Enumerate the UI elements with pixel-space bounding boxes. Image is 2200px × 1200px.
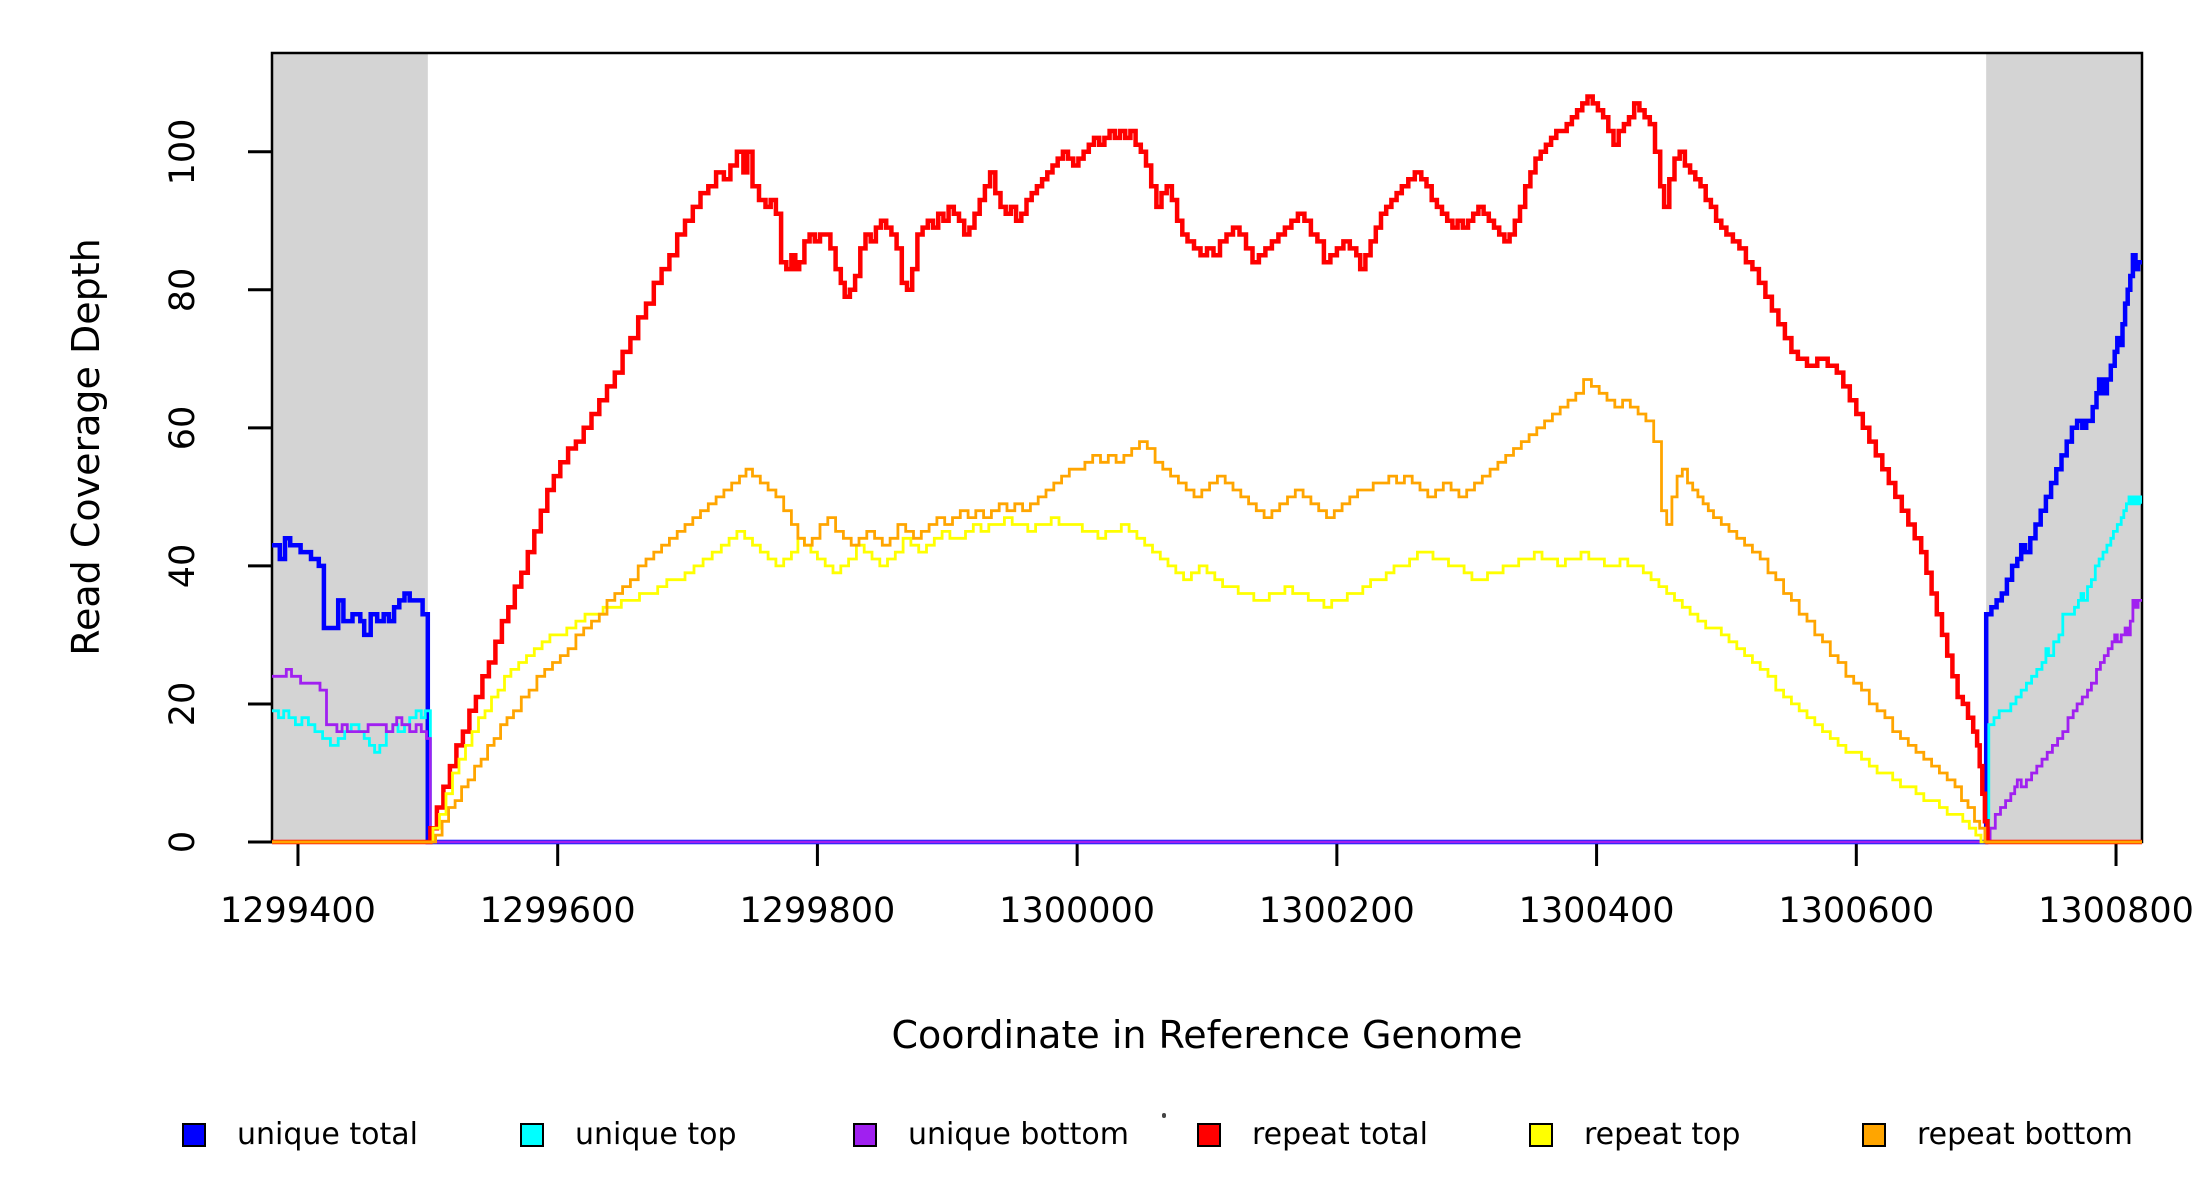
x-tick-label: 1300200 bbox=[1258, 891, 1415, 931]
legend-label: unique bottom bbox=[908, 1117, 1129, 1152]
series-line-unique-bottom bbox=[272, 599, 2142, 844]
legend-swatch-repeat-total bbox=[1197, 1123, 1221, 1147]
x-tick-label: 1299800 bbox=[739, 891, 896, 931]
series-line-repeat-bottom bbox=[272, 378, 2142, 844]
x-tick-label: 1300400 bbox=[1518, 891, 1675, 931]
series-line-unique-total bbox=[272, 253, 2142, 845]
series-line-repeat-top bbox=[272, 516, 2142, 844]
x-tick-label: 1299600 bbox=[479, 891, 636, 931]
legend-swatch-unique-total bbox=[182, 1123, 206, 1147]
shaded-regions bbox=[272, 53, 2142, 842]
shaded-region-right bbox=[1986, 53, 2142, 842]
legend-label: repeat total bbox=[1252, 1117, 1428, 1152]
shaded-region-left bbox=[272, 53, 428, 842]
series-line-repeat-total bbox=[272, 94, 2142, 845]
legend-label: repeat top bbox=[1584, 1117, 1741, 1152]
x-tick-label: 1299400 bbox=[220, 891, 376, 931]
legend-label: unique top bbox=[575, 1117, 737, 1152]
series-line-unique-top bbox=[272, 495, 2142, 844]
y-tick-label: 100 bbox=[163, 118, 203, 186]
y-axis-title: Read Coverage Depth bbox=[64, 238, 108, 656]
x-axis-title: Coordinate in Reference Genome bbox=[891, 1013, 1523, 1057]
legend-swatch-unique-bottom bbox=[853, 1123, 877, 1147]
legend-swatch-repeat-top bbox=[1529, 1123, 1553, 1147]
legend-label: unique total bbox=[237, 1117, 419, 1152]
legend-swatch-repeat-bottom bbox=[1862, 1123, 1886, 1147]
legend-label: repeat bottom bbox=[1917, 1117, 2133, 1152]
x-tick-label: 1300600 bbox=[1778, 891, 1935, 931]
series-lines bbox=[272, 94, 2142, 845]
axis-ticks bbox=[248, 150, 2118, 866]
x-tick-label: 1300000 bbox=[999, 891, 1156, 931]
plot-border bbox=[270, 51, 2144, 844]
x-tick-label: 1300800 bbox=[2038, 891, 2194, 931]
legend-swatch-unique-top bbox=[520, 1123, 544, 1147]
stray-mark-dot bbox=[1162, 1113, 1166, 1118]
